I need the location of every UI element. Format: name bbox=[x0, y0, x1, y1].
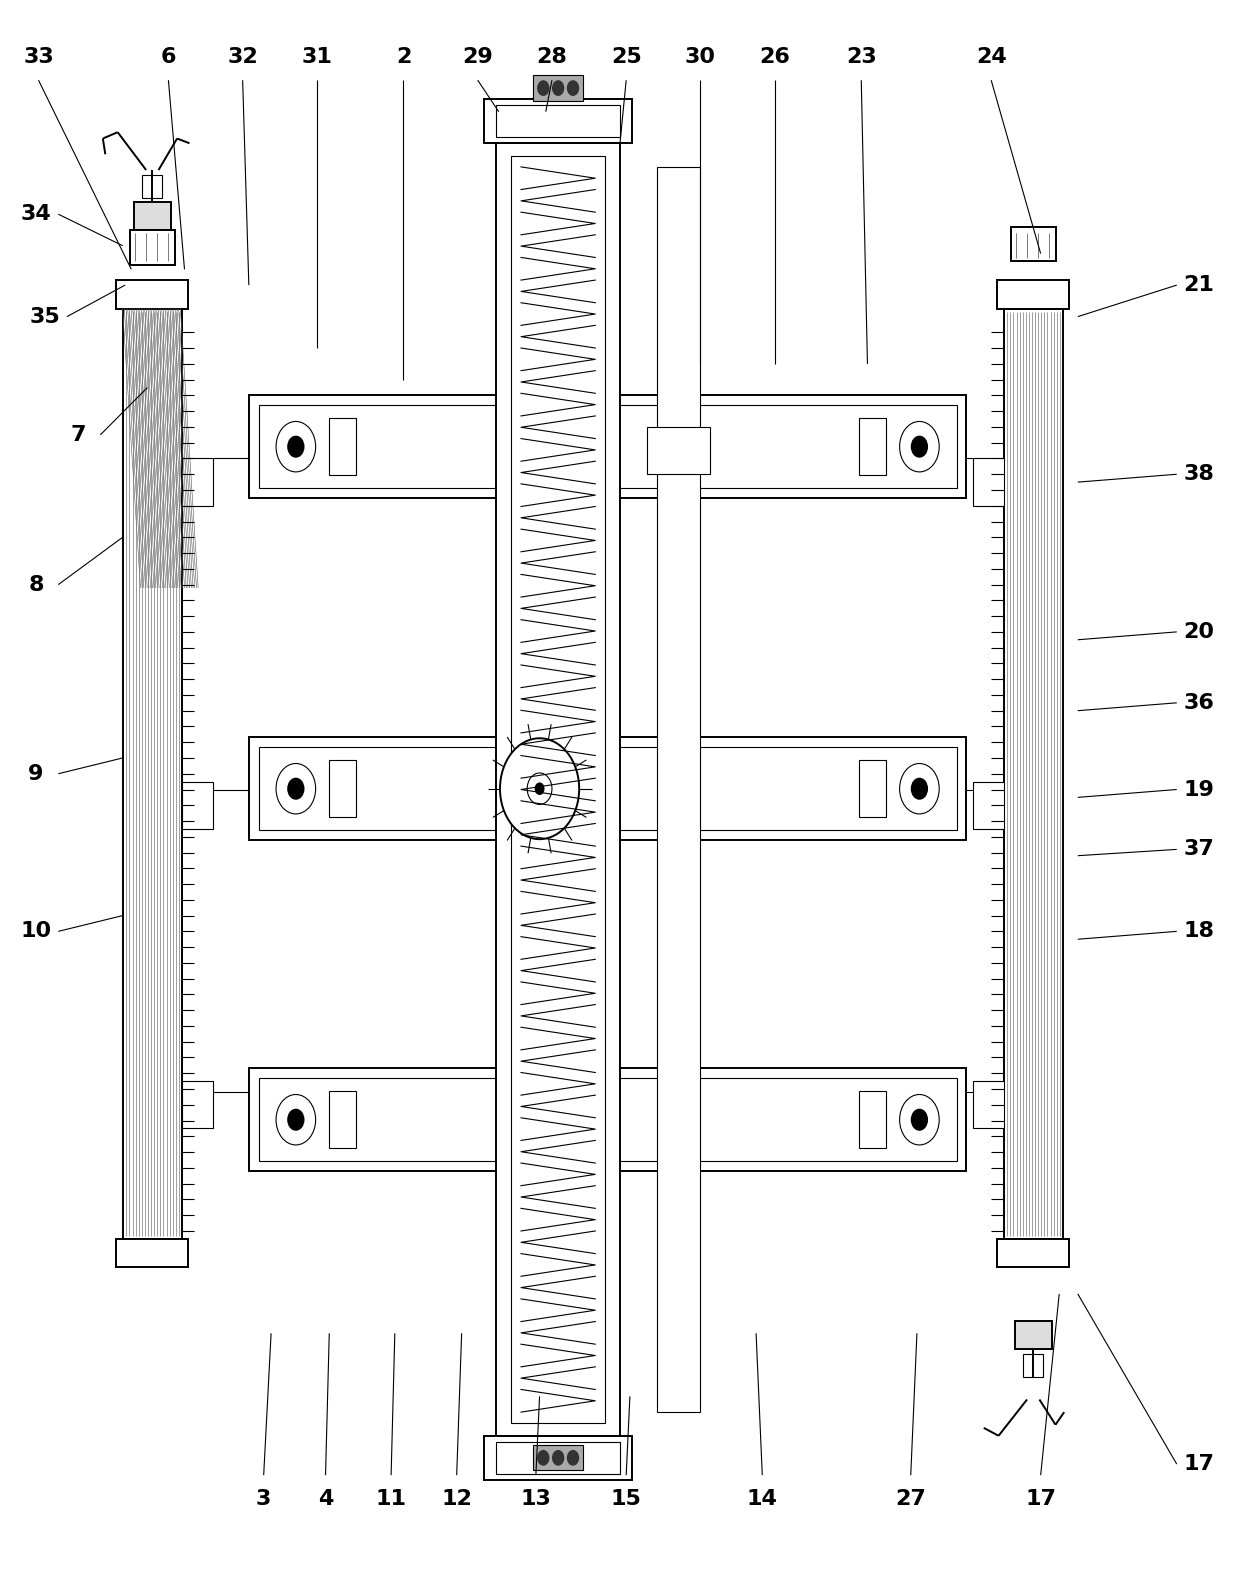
Text: 11: 11 bbox=[376, 1489, 407, 1510]
Text: 12: 12 bbox=[441, 1489, 472, 1510]
Circle shape bbox=[910, 436, 928, 458]
Text: 36: 36 bbox=[1184, 693, 1214, 712]
Bar bbox=[972, 1082, 1003, 1129]
Bar bbox=[972, 458, 1003, 505]
Bar bbox=[1011, 227, 1055, 262]
Bar bbox=[997, 1238, 1069, 1266]
Text: 18: 18 bbox=[1183, 922, 1214, 941]
Circle shape bbox=[552, 81, 564, 96]
Bar bbox=[130, 231, 175, 265]
Text: 27: 27 bbox=[895, 1489, 926, 1510]
Bar bbox=[496, 1442, 620, 1473]
Bar bbox=[330, 418, 356, 475]
Circle shape bbox=[288, 778, 305, 799]
Bar bbox=[259, 404, 956, 488]
Bar bbox=[117, 281, 188, 309]
Circle shape bbox=[910, 1108, 928, 1131]
Bar bbox=[972, 782, 1003, 829]
Circle shape bbox=[567, 81, 579, 96]
Text: 28: 28 bbox=[537, 46, 568, 66]
Bar bbox=[259, 747, 956, 831]
Bar bbox=[249, 1069, 966, 1172]
Circle shape bbox=[534, 783, 544, 794]
Circle shape bbox=[567, 1450, 579, 1465]
Text: 38: 38 bbox=[1184, 464, 1214, 485]
Text: 34: 34 bbox=[21, 204, 51, 224]
Text: 25: 25 bbox=[611, 46, 641, 66]
Text: 9: 9 bbox=[29, 764, 43, 783]
Bar bbox=[182, 458, 213, 505]
Text: 32: 32 bbox=[227, 46, 258, 66]
Text: 7: 7 bbox=[71, 425, 86, 445]
Bar bbox=[484, 99, 632, 144]
Text: 2: 2 bbox=[396, 46, 412, 66]
Bar bbox=[1003, 309, 1063, 1238]
Text: 29: 29 bbox=[463, 46, 494, 66]
Circle shape bbox=[277, 764, 316, 813]
Text: 3: 3 bbox=[255, 1489, 272, 1510]
Circle shape bbox=[288, 1108, 305, 1131]
Bar bbox=[533, 1445, 583, 1470]
Circle shape bbox=[899, 1094, 939, 1145]
Bar bbox=[859, 761, 887, 816]
Text: 13: 13 bbox=[521, 1489, 552, 1510]
Bar bbox=[657, 167, 701, 1412]
Text: 6: 6 bbox=[161, 46, 176, 66]
Circle shape bbox=[899, 422, 939, 472]
Text: 35: 35 bbox=[30, 306, 60, 327]
Bar bbox=[859, 1091, 887, 1148]
Bar bbox=[259, 1078, 956, 1162]
Bar bbox=[330, 1091, 356, 1148]
Text: 26: 26 bbox=[759, 46, 790, 66]
Circle shape bbox=[277, 1094, 316, 1145]
Circle shape bbox=[899, 764, 939, 813]
Circle shape bbox=[527, 774, 552, 804]
Bar bbox=[859, 418, 887, 475]
Circle shape bbox=[537, 1450, 549, 1465]
Text: 33: 33 bbox=[24, 46, 53, 66]
Circle shape bbox=[288, 436, 305, 458]
Bar bbox=[1023, 1353, 1043, 1377]
Text: 15: 15 bbox=[611, 1489, 641, 1510]
Bar bbox=[997, 281, 1069, 309]
Circle shape bbox=[277, 422, 316, 472]
Text: 14: 14 bbox=[746, 1489, 777, 1510]
Bar bbox=[182, 1082, 213, 1129]
Text: 10: 10 bbox=[21, 922, 52, 941]
Bar bbox=[484, 1435, 632, 1480]
Circle shape bbox=[537, 81, 549, 96]
Circle shape bbox=[552, 1450, 564, 1465]
Text: 19: 19 bbox=[1184, 780, 1214, 799]
Bar bbox=[182, 782, 213, 829]
Bar bbox=[496, 144, 620, 1435]
Text: 31: 31 bbox=[301, 46, 332, 66]
Bar bbox=[330, 761, 356, 816]
Text: 8: 8 bbox=[29, 575, 43, 595]
Text: 20: 20 bbox=[1183, 622, 1214, 643]
Text: 30: 30 bbox=[684, 46, 715, 66]
Circle shape bbox=[910, 778, 928, 799]
Bar bbox=[249, 737, 966, 840]
Circle shape bbox=[500, 739, 579, 838]
Text: 4: 4 bbox=[317, 1489, 334, 1510]
Bar bbox=[1014, 1320, 1052, 1348]
Bar bbox=[143, 175, 162, 199]
Text: 23: 23 bbox=[846, 46, 877, 66]
Text: 17: 17 bbox=[1183, 1454, 1214, 1475]
Bar bbox=[647, 426, 711, 474]
Text: 21: 21 bbox=[1184, 275, 1214, 295]
Bar bbox=[123, 309, 182, 1238]
Bar bbox=[249, 395, 966, 497]
Text: 37: 37 bbox=[1184, 840, 1214, 859]
Text: 24: 24 bbox=[976, 46, 1007, 66]
Bar bbox=[496, 106, 620, 137]
Text: 17: 17 bbox=[1025, 1489, 1056, 1510]
Bar bbox=[117, 1238, 188, 1266]
Bar bbox=[134, 202, 171, 231]
Bar bbox=[533, 76, 583, 101]
Bar bbox=[511, 156, 605, 1423]
